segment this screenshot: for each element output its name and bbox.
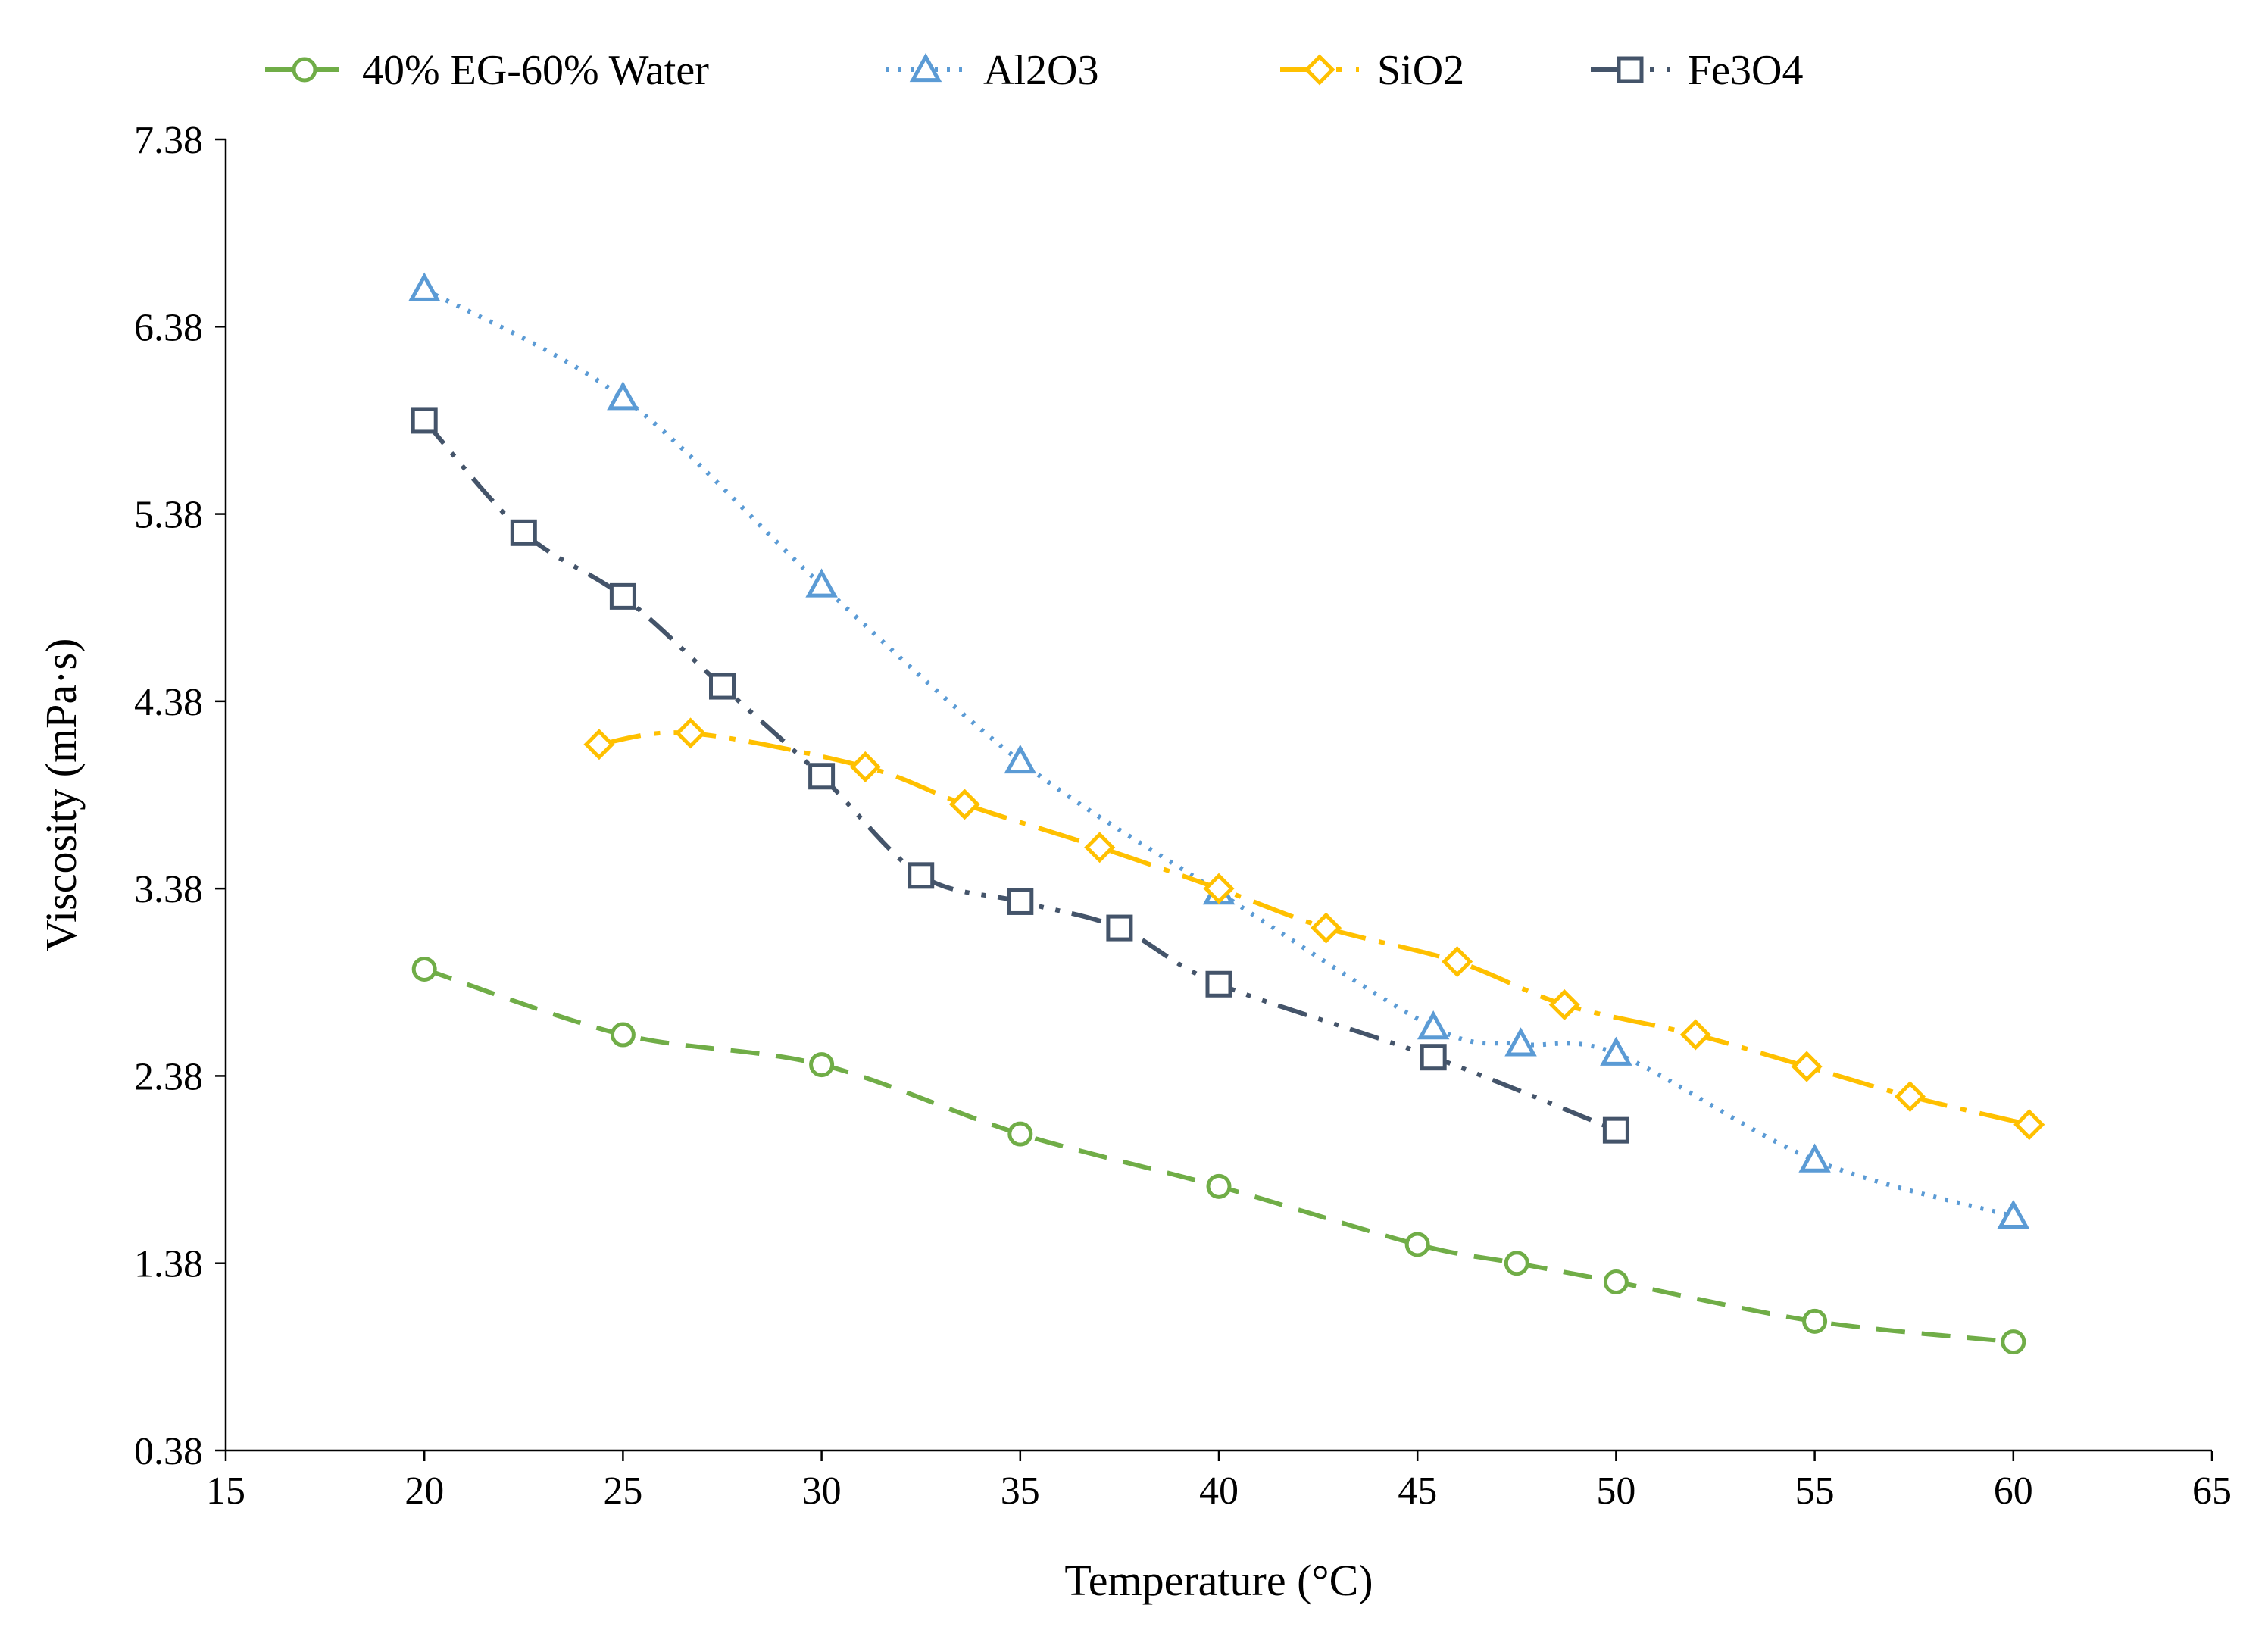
legend-marker bbox=[292, 57, 317, 83]
data-point bbox=[1007, 1121, 1033, 1147]
data-point bbox=[510, 519, 537, 546]
data-point bbox=[908, 862, 935, 889]
data-point bbox=[1311, 912, 1342, 944]
legend-label: Al2O3 bbox=[983, 47, 1098, 94]
y-tick-label: 1.38 bbox=[134, 1243, 203, 1286]
legend: 40% EG-60% Water Al2O3 SiO2 Fe3O4 bbox=[265, 47, 1803, 94]
y-axis-label: Viscosity (mPa·s) bbox=[36, 639, 86, 952]
data-point bbox=[1504, 1251, 1529, 1276]
y-tick-label: 5.38 bbox=[134, 494, 203, 537]
legend-entry: SiO2 bbox=[1280, 47, 1464, 94]
data-point bbox=[1894, 1081, 1926, 1113]
data-point bbox=[1442, 946, 1473, 978]
data-point bbox=[1548, 988, 1580, 1020]
series-al2o3 bbox=[408, 272, 2030, 1229]
legend-entry: 40% EG-60% Water bbox=[265, 47, 709, 94]
data-point bbox=[1417, 1010, 1450, 1040]
x-tick-label: 55 bbox=[1795, 1469, 1835, 1513]
data-point bbox=[1203, 873, 1235, 904]
series-line bbox=[423, 287, 2014, 1219]
series-line bbox=[422, 418, 1617, 1132]
x-tick-label: 45 bbox=[1398, 1469, 1437, 1513]
axes: 0.38 1.38 2.38 3.38 4.38 5.38 6.38 7.38 15 20 25 30… bbox=[134, 119, 2232, 1513]
x-tick-label: 40 bbox=[1199, 1469, 1239, 1513]
legend-marker bbox=[909, 52, 942, 83]
legend-entry: Al2O3 bbox=[886, 47, 1098, 94]
y-tick-label: 2.38 bbox=[134, 1055, 203, 1098]
y-tick-label: 7.38 bbox=[134, 119, 203, 162]
series-40-eg-60-water bbox=[411, 956, 2026, 1355]
data-point bbox=[411, 407, 438, 434]
x-tick-label: 60 bbox=[1994, 1469, 2033, 1513]
data-point bbox=[1084, 832, 1116, 863]
data-point bbox=[1600, 1036, 1632, 1066]
data-point bbox=[411, 956, 437, 982]
data-point bbox=[805, 568, 838, 598]
x-tick-label: 20 bbox=[405, 1469, 444, 1513]
data-point bbox=[609, 582, 636, 610]
data-point bbox=[1791, 1051, 1823, 1082]
legend-label: 40% EG-60% Water bbox=[362, 47, 709, 94]
x-tick-label: 50 bbox=[1596, 1469, 1635, 1513]
data-point bbox=[1603, 1269, 1629, 1294]
data-point bbox=[2013, 1109, 2045, 1141]
data-point bbox=[1798, 1143, 1831, 1173]
data-point bbox=[1802, 1308, 1828, 1334]
data-point bbox=[1205, 970, 1232, 998]
data-point bbox=[809, 1052, 835, 1078]
series-line bbox=[423, 967, 2014, 1344]
series-sio2 bbox=[583, 717, 2045, 1141]
legend-label: SiO2 bbox=[1377, 47, 1464, 94]
x-tick-label: 15 bbox=[206, 1469, 245, 1513]
x-tick-label: 35 bbox=[1001, 1469, 1040, 1513]
data-point bbox=[1602, 1116, 1629, 1144]
x-tick-label: 65 bbox=[2192, 1469, 2232, 1513]
y-tick-label: 0.38 bbox=[134, 1430, 203, 1473]
data-point bbox=[1997, 1199, 2030, 1229]
legend-marker bbox=[1617, 56, 1644, 83]
legend-marker bbox=[1304, 54, 1335, 86]
plot-series bbox=[408, 272, 2045, 1355]
data-point bbox=[1106, 914, 1133, 942]
data-point bbox=[1504, 1027, 1537, 1057]
data-point bbox=[607, 381, 639, 411]
x-axis-label: Temperature (°C) bbox=[1064, 1556, 1373, 1605]
y-tick-label: 4.38 bbox=[134, 681, 203, 724]
data-point bbox=[948, 789, 980, 820]
y-tick-label: 6.38 bbox=[134, 306, 203, 349]
data-point bbox=[808, 763, 836, 790]
data-point bbox=[1679, 1019, 1711, 1051]
legend-entry: Fe3O4 bbox=[1591, 47, 1803, 94]
data-point bbox=[1404, 1232, 1430, 1257]
series-fe3o4 bbox=[411, 407, 1629, 1144]
y-tick-label: 3.38 bbox=[134, 868, 203, 911]
data-point bbox=[1420, 1044, 1447, 1071]
data-point bbox=[408, 272, 441, 301]
legend-label: Fe3O4 bbox=[1688, 47, 1803, 94]
data-point bbox=[610, 1022, 636, 1048]
data-point bbox=[849, 751, 881, 782]
data-point bbox=[1206, 1173, 1232, 1199]
data-point bbox=[1004, 744, 1037, 774]
x-tick-label: 30 bbox=[802, 1469, 842, 1513]
data-point bbox=[675, 717, 707, 749]
data-point bbox=[709, 673, 736, 700]
data-point bbox=[2001, 1329, 2026, 1355]
data-point bbox=[1007, 888, 1034, 915]
data-point bbox=[583, 729, 615, 760]
x-tick-label: 25 bbox=[603, 1469, 642, 1513]
